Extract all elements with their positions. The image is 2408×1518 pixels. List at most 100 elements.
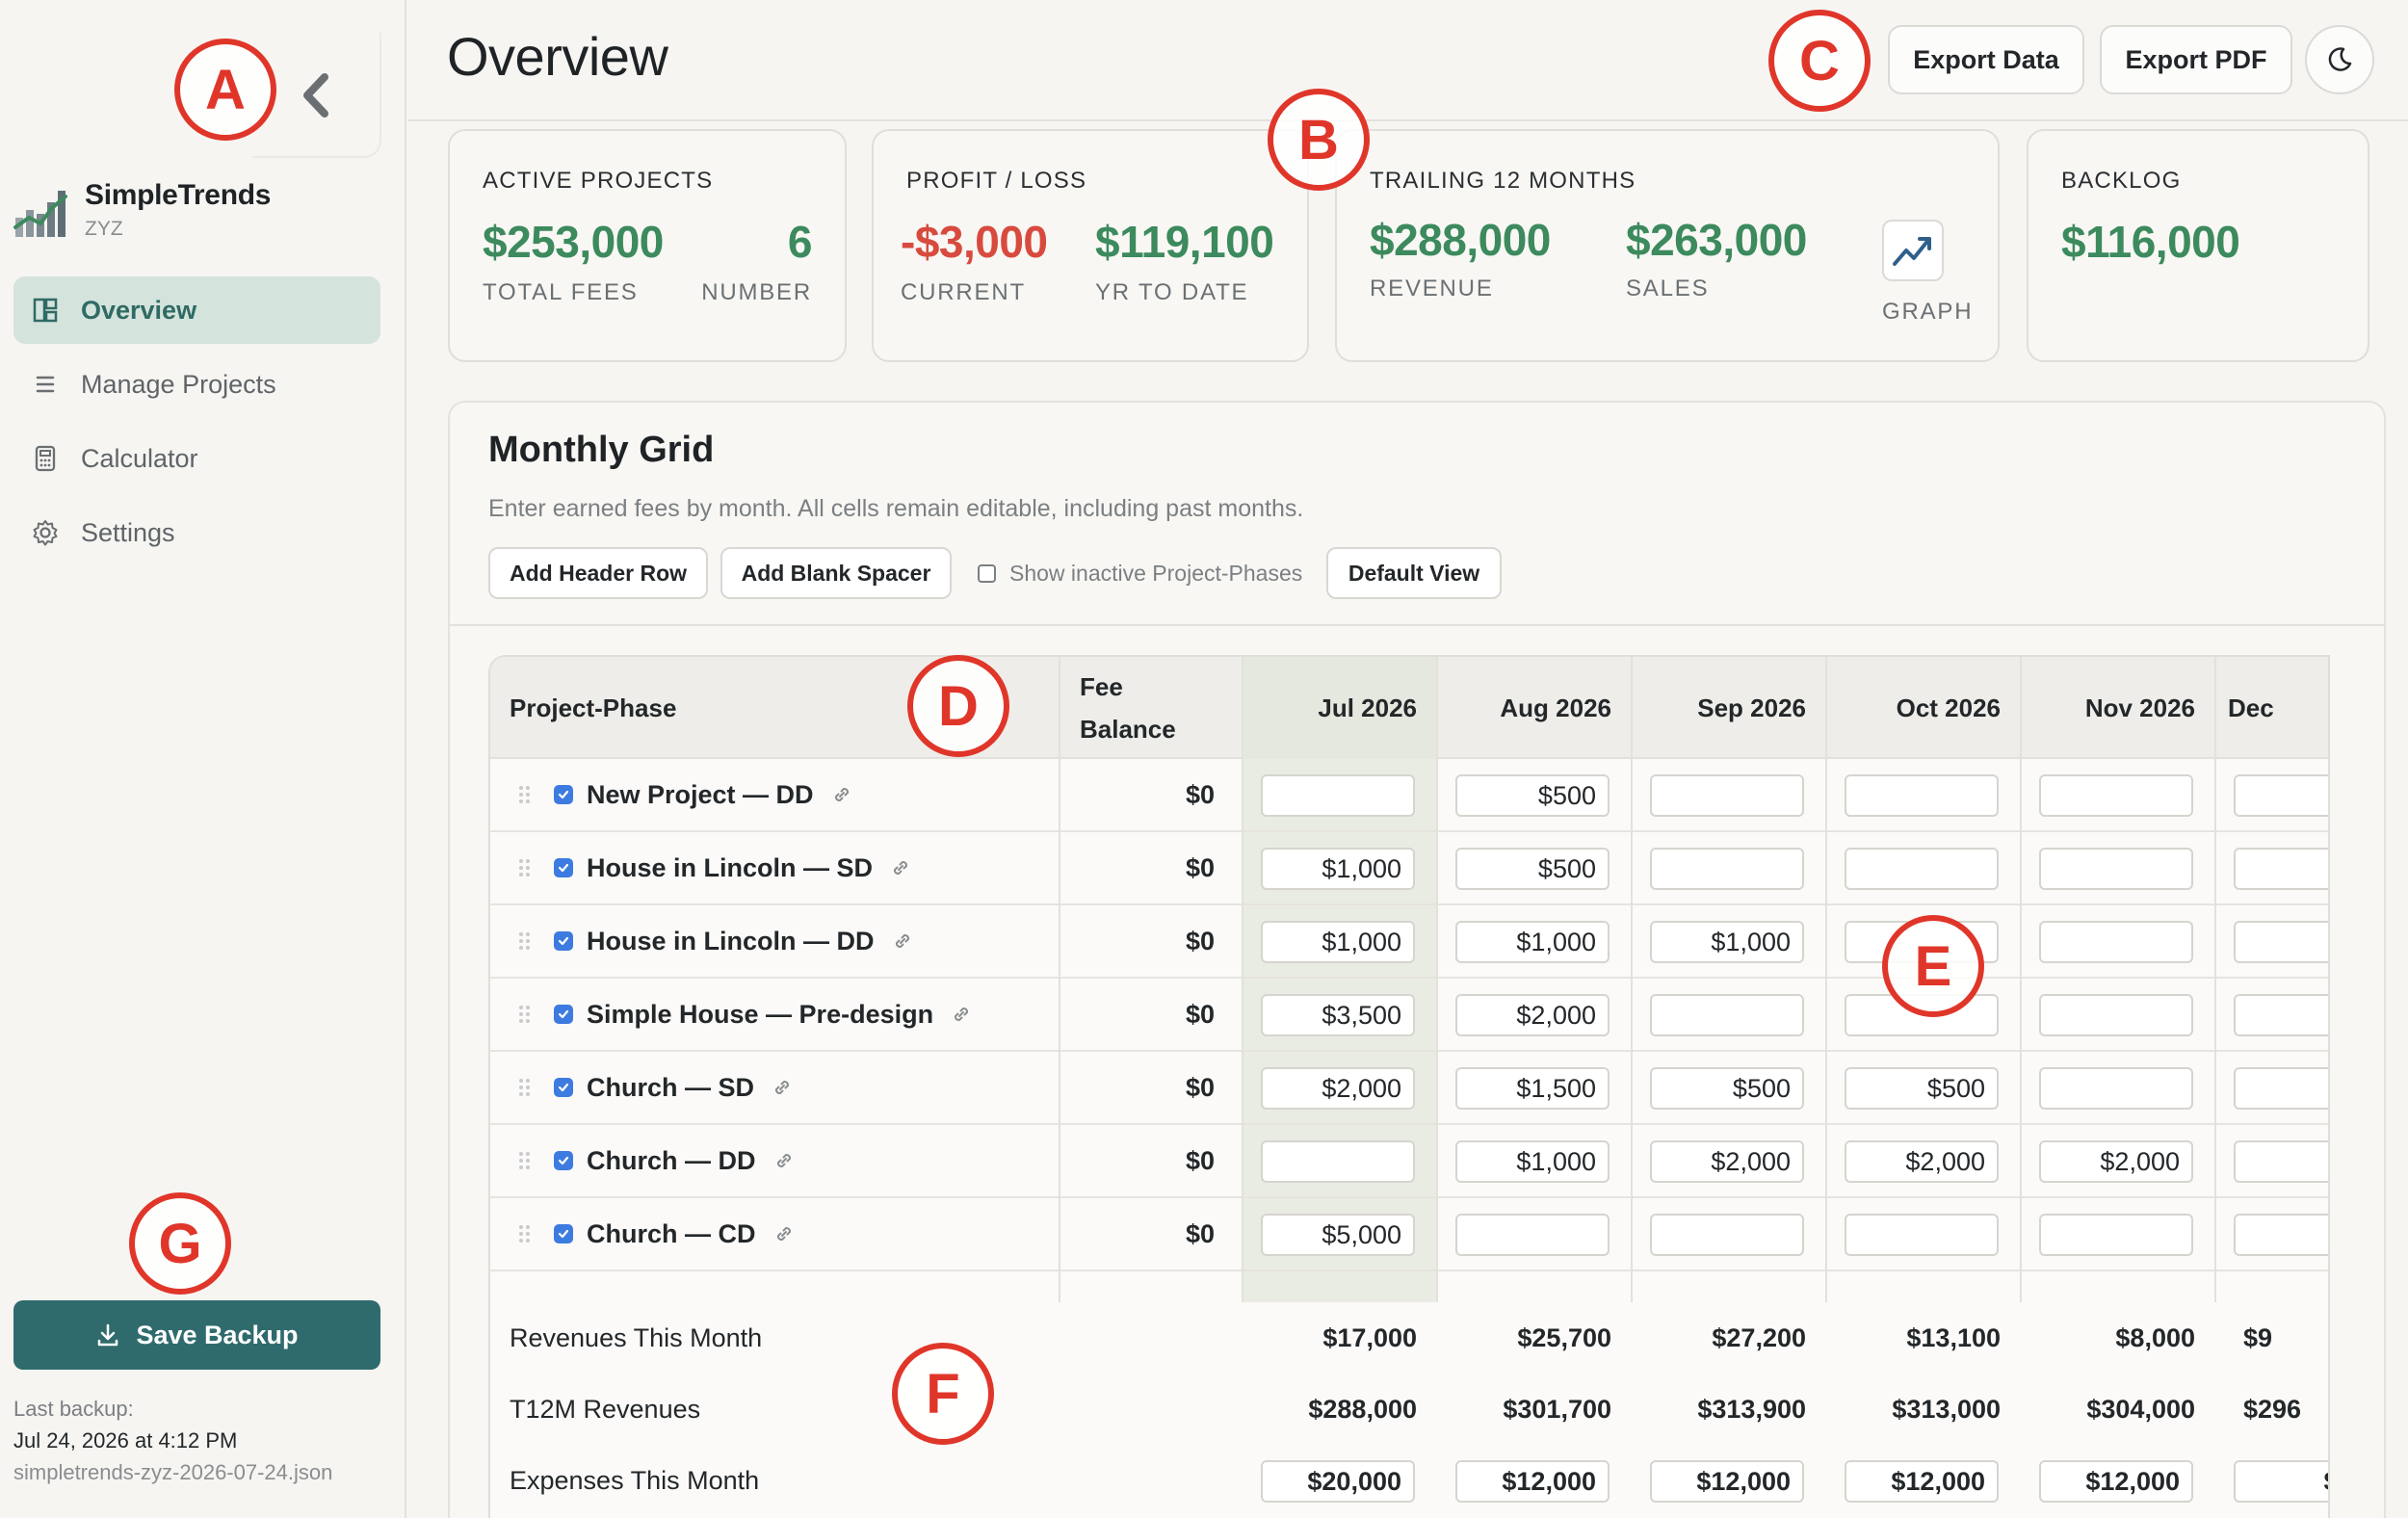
- default-view-button[interactable]: Default View: [1326, 547, 1502, 599]
- month-fee-input[interactable]: $2,000: [1455, 994, 1610, 1036]
- link-icon[interactable]: [949, 1002, 974, 1027]
- month-fee-input[interactable]: [1845, 774, 1999, 817]
- expense-oct-input[interactable]: $12,000: [1845, 1460, 1999, 1503]
- save-backup-button[interactable]: Save Backup: [13, 1300, 380, 1370]
- month-fee-input[interactable]: $5,000: [1261, 1214, 1415, 1256]
- collapse-sidebar-button[interactable]: [252, 33, 381, 158]
- table-row: Simple House — Pre-design $0 $3,500 $2,000: [490, 979, 2328, 1052]
- drag-handle-icon[interactable]: [519, 1152, 533, 1169]
- graph-button[interactable]: [1882, 220, 1944, 281]
- month-fee-input[interactable]: [1650, 1214, 1804, 1256]
- month-fee-input[interactable]: [2039, 1067, 2193, 1110]
- drag-handle-icon[interactable]: [519, 1006, 533, 1023]
- sidebar-item-calculator[interactable]: Calculator: [13, 425, 380, 492]
- month-fee-input[interactable]: $1,000: [1650, 921, 1804, 963]
- column-header-aug-2026: Aug 2026: [1500, 693, 1611, 722]
- show-inactive-toggle[interactable]: Show inactive Project-Phases: [978, 547, 1302, 599]
- month-fee-input[interactable]: [2039, 994, 2193, 1036]
- month-fee-input[interactable]: $1,500: [1455, 1067, 1610, 1110]
- page-title: Overview: [447, 26, 668, 87]
- add-blank-spacer-button[interactable]: Add Blank Spacer: [720, 547, 952, 599]
- month-fee-input[interactable]: [2234, 994, 2328, 1036]
- month-fee-input[interactable]: $1,000: [1455, 1140, 1610, 1183]
- month-fee-input[interactable]: [2039, 1214, 2193, 1256]
- month-fee-input[interactable]: [2039, 774, 2193, 817]
- row-active-checkbox[interactable]: [554, 931, 573, 951]
- grid-toolbar: Monthly Grid Enter earned fees by month.…: [450, 403, 2384, 626]
- month-fee-input[interactable]: $500: [1845, 1067, 1999, 1110]
- month-fee-input[interactable]: $500: [1650, 1067, 1804, 1110]
- month-fee-input[interactable]: [1845, 848, 1999, 890]
- month-fee-input[interactable]: [2234, 1214, 2328, 1256]
- add-header-row-button[interactable]: Add Header Row: [488, 547, 708, 599]
- brand-name: SimpleTrends: [85, 179, 272, 211]
- month-fee-input[interactable]: $1,000: [1455, 921, 1610, 963]
- month-fee-input[interactable]: $2,000: [1650, 1140, 1804, 1183]
- drag-handle-icon[interactable]: [519, 1225, 533, 1243]
- month-fee-input[interactable]: $2,: [2234, 1140, 2328, 1183]
- month-fee-input[interactable]: [1455, 1214, 1610, 1256]
- month-fee-input[interactable]: $2,000: [1261, 1067, 1415, 1110]
- link-icon[interactable]: [888, 855, 913, 880]
- export-data-button[interactable]: Export Data: [1888, 25, 2084, 94]
- row-active-checkbox[interactable]: [554, 1224, 573, 1243]
- month-fee-input[interactable]: [2234, 774, 2328, 817]
- card-title: ACTIVE PROJECTS: [483, 168, 714, 194]
- active-projects-card: ACTIVE PROJECTS $253,000 TOTAL FEES 6 NU…: [448, 129, 847, 362]
- row-active-checkbox[interactable]: [554, 1078, 573, 1097]
- link-icon[interactable]: [772, 1148, 797, 1173]
- expense-aug-input[interactable]: $12,000: [1455, 1460, 1610, 1503]
- export-pdf-button[interactable]: Export PDF: [2100, 25, 2292, 94]
- month-fee-input[interactable]: [1261, 1140, 1415, 1183]
- link-icon[interactable]: [829, 782, 854, 807]
- month-fee-input[interactable]: $1,000: [1261, 848, 1415, 890]
- show-inactive-checkbox[interactable]: [978, 563, 996, 583]
- link-icon[interactable]: [770, 1075, 795, 1100]
- drag-handle-icon[interactable]: [519, 786, 533, 803]
- link-icon[interactable]: [890, 929, 915, 954]
- month-fee-input[interactable]: $500: [1455, 848, 1610, 890]
- month-fee-input[interactable]: [2234, 921, 2328, 963]
- project-phase-name: Church — CD: [587, 1218, 756, 1248]
- callout-marker-f: F: [892, 1343, 994, 1445]
- month-fee-input[interactable]: $500: [1455, 774, 1610, 817]
- expense-dec-input[interactable]: $12,: [2234, 1460, 2328, 1503]
- fee-balance-value: $0: [1185, 926, 1215, 955]
- month-fee-input[interactable]: [1845, 1214, 1999, 1256]
- fee-header-line1: Fee: [1080, 672, 1123, 701]
- month-fee-input[interactable]: [2234, 848, 2328, 890]
- month-fee-input[interactable]: $2,000: [2039, 1140, 2193, 1183]
- month-fee-input[interactable]: [2039, 921, 2193, 963]
- link-icon[interactable]: [772, 1221, 797, 1246]
- month-fee-input[interactable]: $2,000: [1845, 1140, 1999, 1183]
- row-active-checkbox[interactable]: [554, 785, 573, 804]
- month-fee-input[interactable]: [2234, 1067, 2328, 1110]
- expense-jul-input[interactable]: $20,000: [1261, 1460, 1415, 1503]
- month-fee-input[interactable]: [1650, 774, 1804, 817]
- drag-handle-icon[interactable]: [519, 1079, 533, 1096]
- total-fees-value: $253,000: [483, 217, 664, 267]
- column-divider: [1825, 657, 1827, 1302]
- month-fee-input[interactable]: [1261, 774, 1415, 817]
- drag-handle-icon[interactable]: [519, 859, 533, 877]
- row-active-checkbox[interactable]: [554, 1005, 573, 1024]
- sidebar-item-settings[interactable]: Settings: [13, 499, 380, 566]
- project-phase-cell: Church — DD: [519, 1125, 797, 1196]
- sidebar-item-overview[interactable]: Overview: [13, 276, 380, 344]
- fee-header-line2: Balance: [1080, 715, 1176, 744]
- month-fee-input[interactable]: [2039, 848, 2193, 890]
- drag-handle-icon[interactable]: [519, 932, 533, 950]
- expense-nov-input[interactable]: $12,000: [2039, 1460, 2193, 1503]
- month-fee-input[interactable]: $3,500: [1261, 994, 1415, 1036]
- expense-sep-input[interactable]: $12,000: [1650, 1460, 1804, 1503]
- sidebar-item-manage-projects[interactable]: Manage Projects: [13, 351, 380, 418]
- row-active-checkbox[interactable]: [554, 1151, 573, 1170]
- column-header-project-phase: Project-Phase: [510, 693, 677, 722]
- row-active-checkbox[interactable]: [554, 858, 573, 877]
- backup-date: Jul 24, 2026 at 4:12 PM: [13, 1428, 238, 1453]
- month-fee-input[interactable]: $1,000: [1261, 921, 1415, 963]
- month-fee-input[interactable]: [1650, 994, 1804, 1036]
- theme-toggle-button[interactable]: [2305, 25, 2374, 94]
- graph-label: GRAPH: [1882, 299, 1974, 325]
- month-fee-input[interactable]: [1650, 848, 1804, 890]
